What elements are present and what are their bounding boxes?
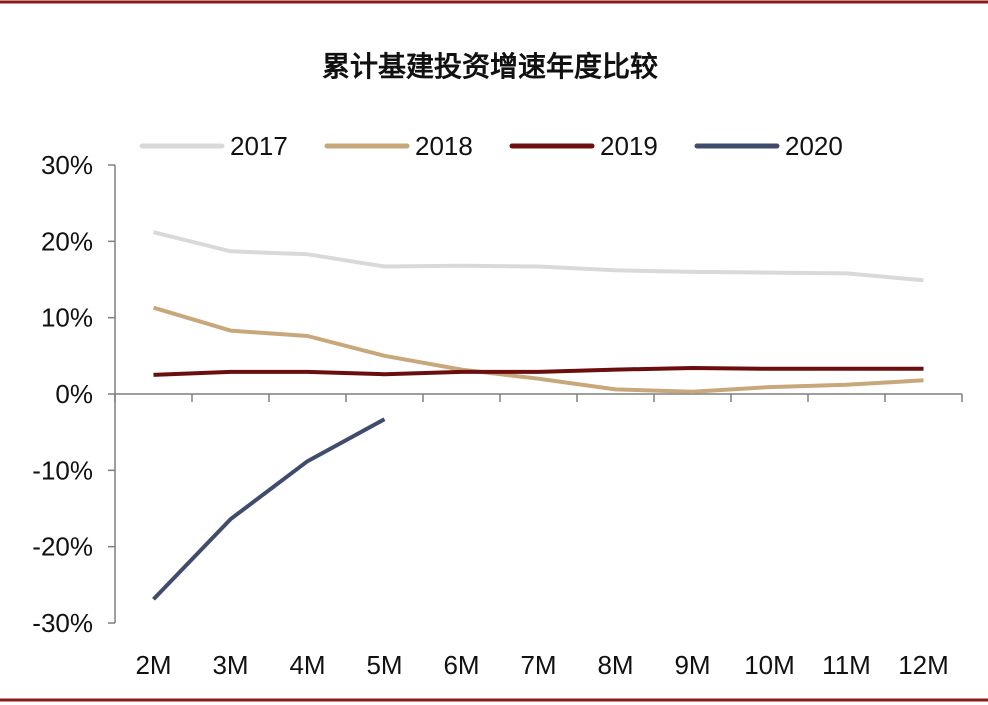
x-tick-label: 6M: [443, 650, 479, 680]
x-tick-label: 2M: [135, 650, 171, 680]
x-tick-label: 5M: [366, 650, 402, 680]
x-tick-label: 10M: [744, 650, 795, 680]
y-tick-label: -20%: [32, 532, 93, 562]
legend-label-2019: 2019: [600, 131, 658, 161]
x-tick-label: 7M: [520, 650, 556, 680]
legend-label-2020: 2020: [785, 131, 843, 161]
x-tick-label: 9M: [674, 650, 710, 680]
series-layer: [152, 230, 924, 601]
x-tick-label: 4M: [289, 650, 325, 680]
y-tick-label: 20%: [41, 226, 93, 256]
x-tick-label: 12M: [898, 650, 949, 680]
chart-title: 累计基建投资增速年度比较: [322, 50, 658, 83]
series-line-2019: [153, 366, 924, 377]
x-tick-label: 8M: [597, 650, 633, 680]
legend: 2017 2018 2019 2020: [139, 131, 843, 161]
x-axis: 2M 3M 4M 5M 6M 7M 8M 9M 10M 11M 12M: [114, 393, 963, 680]
series-line-2017: [153, 230, 924, 283]
legend-label-2017: 2017: [230, 131, 288, 161]
y-tick-label: 0%: [55, 379, 93, 409]
legend-label-2018: 2018: [415, 131, 473, 161]
y-tick-label: 30%: [41, 150, 93, 180]
y-tick-label: -30%: [32, 608, 93, 638]
x-tick-label: 3M: [212, 650, 248, 680]
y-axis: 30% 20% 10% 0% -10% -20% -30%: [32, 150, 116, 638]
x-tick-label: 11M: [822, 650, 871, 680]
y-tick-label: -10%: [32, 455, 93, 485]
series-line-2020: [152, 417, 386, 601]
y-tick-label: 10%: [41, 303, 93, 333]
series-line-2018: [152, 305, 924, 394]
